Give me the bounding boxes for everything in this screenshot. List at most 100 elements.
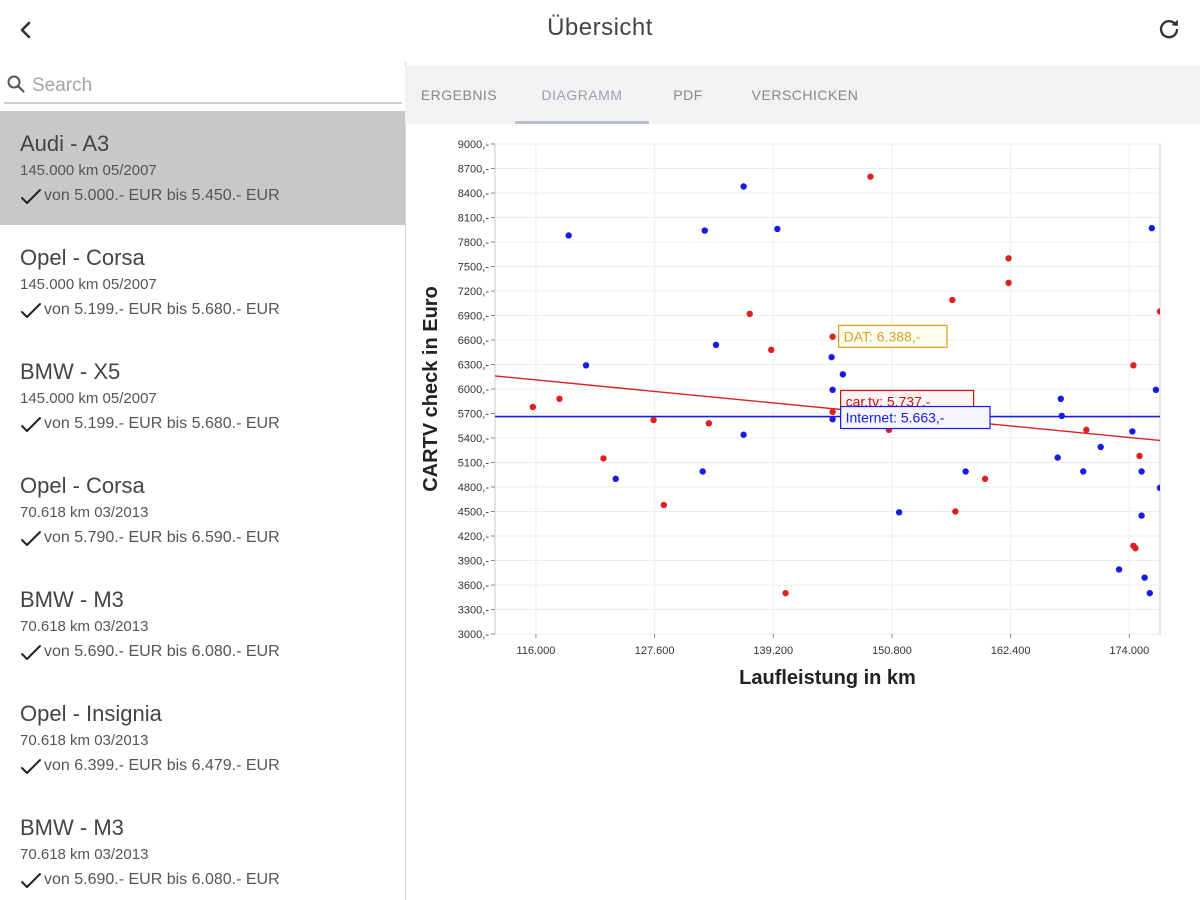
back-button[interactable] [12, 16, 40, 44]
y-tick-label: 8700,- [458, 164, 490, 176]
red-data-point [529, 403, 537, 411]
blue-data-point [582, 362, 590, 369]
blue-data-point [740, 183, 747, 190]
blue-data-point [1146, 589, 1153, 597]
car-list-item[interactable]: BMW - X5 145.000 km 05/2007 von 5.199.- EU… [0, 339, 405, 453]
car-price-text: von 5.690.- EUR bis 6.080.- EUR [44, 643, 280, 660]
red-data-point [556, 395, 563, 402]
red-data-point [1136, 452, 1143, 460]
red-trend-line [495, 375, 1160, 442]
red-data-point [829, 408, 836, 416]
x-tick-label: 174.000 [1109, 645, 1149, 657]
red-data-point [981, 475, 989, 483]
red-data-point [952, 508, 959, 515]
car-title: Opel - Corsa [20, 473, 145, 498]
blue-data-point [895, 509, 903, 516]
car-list-item[interactable]: Opel - Insignia 70.618 km 03/2013 von 6.39… [0, 681, 405, 795]
y-tick-label: 3900,- [458, 556, 490, 568]
red-data-point [600, 455, 607, 462]
car-list-item[interactable]: BMW - M3 70.618 km 03/2013 von 5.690.- EUR… [0, 567, 405, 681]
check-icon [21, 645, 41, 660]
blue-data-point [1138, 512, 1145, 519]
red-data-point [768, 346, 775, 353]
tab-pdf[interactable]: PDF [673, 87, 703, 103]
blue-data-point [829, 386, 836, 394]
red-data-point [705, 420, 713, 427]
tab-diagramm[interactable]: DIAGRAMM [515, 66, 649, 124]
refresh-button[interactable] [1154, 14, 1184, 44]
car-price-range: von 5.199.- EUR bis 5.680.- EUR [20, 415, 280, 433]
x-tick-label: 162.400 [991, 645, 1031, 657]
annotation-label: Internet: 5.663,- [840, 405, 991, 430]
blue-data-point [612, 475, 619, 483]
tab-ergebnis[interactable]: ERGEBNIS [420, 87, 498, 103]
y-axis-label: CARTV check in Euro [420, 286, 442, 492]
y-tick-label: 8100,- [458, 213, 490, 225]
car-title: Audi - A3 [20, 131, 110, 156]
annotation-box [840, 405, 991, 430]
check-icon [21, 531, 41, 546]
y-tick-label: 6300,- [458, 360, 490, 372]
car-price-range: von 5.000.- EUR bis 5.450.- EUR [20, 187, 280, 205]
blue-data-point [1057, 395, 1064, 402]
car-list-item[interactable]: Opel - Corsa 70.618 km 03/2013 von 5.790.-… [0, 453, 405, 567]
blue-data-point [1129, 428, 1136, 435]
tab-verschicken[interactable]: VERSCHICKEN [751, 87, 859, 103]
car-mileage-date: 70.618 km 03/2013 [20, 504, 149, 521]
car-price-text: von 6.399.- EUR bis 6.479.- EUR [44, 757, 280, 774]
blue-data-point [1054, 454, 1061, 461]
car-list-item[interactable]: Audi - A3 145.000 km 05/2007 von 5.000.- E… [0, 111, 405, 225]
search-input[interactable] [30, 72, 394, 100]
top-bar: Übersicht [0, 0, 1200, 62]
annotation-box [838, 324, 948, 348]
car-title: BMW - M3 [20, 587, 124, 612]
car-sidebar: Audi - A3 145.000 km 05/2007 von 5.000.- E… [0, 62, 406, 900]
blue-data-point [828, 353, 835, 361]
annotation-text: DAT: 6.388,- [844, 328, 921, 344]
car-title: Opel - Insignia [20, 701, 162, 726]
y-tick-label: 6000,- [458, 384, 490, 396]
blue-data-point [1156, 484, 1160, 492]
red-data-point [1005, 279, 1012, 287]
car-title: Opel - Corsa [20, 245, 145, 270]
red-data-point [650, 416, 657, 424]
annotation-text: Internet: 5.663,- [846, 410, 945, 426]
refresh-icon [1159, 19, 1179, 39]
car-list-item[interactable]: BMW - M3 70.618 km 03/2013 von 5.690.- EUR… [0, 795, 405, 900]
red-data-point [660, 501, 668, 509]
y-tick-label: 6600,- [458, 335, 490, 347]
page-title: Übersicht [547, 14, 653, 41]
car-price-text: von 5.000.- EUR bis 5.450.- EUR [44, 187, 280, 204]
blue-data-point [1080, 468, 1087, 475]
car-price-text: von 5.199.- EUR bis 5.680.- EUR [44, 301, 280, 318]
blue-data-point [1141, 574, 1148, 581]
y-tick-label: 3300,- [458, 605, 490, 617]
car-mileage-date: 70.618 km 03/2013 [20, 618, 149, 635]
x-tick-label: 127.600 [635, 645, 675, 657]
blue-data-point [1115, 566, 1123, 573]
red-data-point [1132, 545, 1139, 552]
y-tick-label: 4800,- [458, 482, 490, 494]
red-data-point [949, 296, 956, 304]
blue-data-point [712, 341, 720, 349]
y-tick-label: 6900,- [458, 311, 490, 323]
blue-data-point [699, 468, 706, 475]
blue-data-point [1058, 412, 1065, 420]
red-data-point [746, 310, 753, 318]
x-tick-label: 116.000 [516, 645, 555, 657]
car-list: Audi - A3 145.000 km 05/2007 von 5.000.- E… [0, 111, 405, 900]
y-tick-label: 7500,- [458, 262, 490, 274]
plot-layer [495, 173, 1160, 597]
blue-data-point [740, 431, 747, 438]
check-icon [21, 873, 41, 888]
car-price-range: von 5.790.- EUR bis 6.590.- EUR [20, 529, 280, 547]
y-tick-label: 5700,- [458, 409, 490, 421]
scatter-chart: 3000,- 3300,- 3600,- 3900,- 4200,- 4500,- 4800… [420, 139, 1161, 689]
blue-data-point [1152, 386, 1160, 394]
y-tick-label: 3600,- [458, 580, 490, 592]
car-mileage-date: 145.000 km 05/2007 [20, 162, 157, 179]
blue-data-point [829, 416, 836, 423]
car-list-item[interactable]: Opel - Corsa 145.000 km 05/2007 von 5.199.… [0, 225, 405, 339]
car-mileage-date: 145.000 km 05/2007 [20, 390, 157, 407]
blue-data-point [1138, 468, 1145, 475]
